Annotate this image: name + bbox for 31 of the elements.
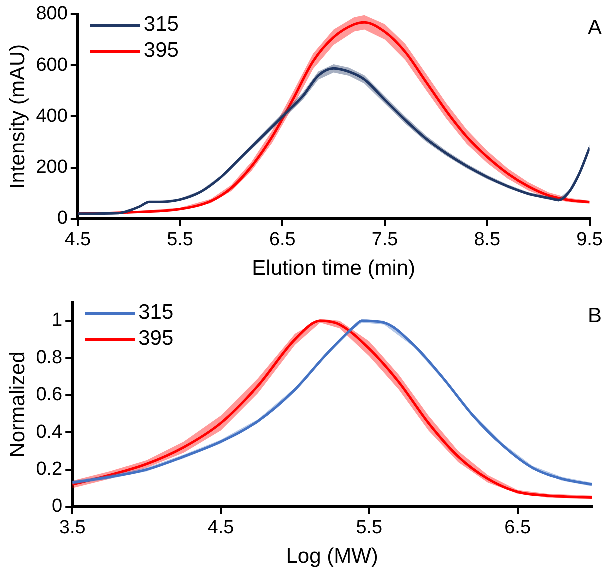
y-axis-title: Normalized xyxy=(6,352,30,458)
y-tick-label: 0 xyxy=(57,208,68,230)
x-tick-label: 5.5 xyxy=(167,230,194,251)
y-tick-label: 200 xyxy=(36,157,68,178)
x-tick-label: 6.5 xyxy=(504,518,532,539)
y-tick-label: 400 xyxy=(36,106,68,127)
y-tick-label: 0.8 xyxy=(36,347,63,368)
x-tick-label: 8.5 xyxy=(474,230,501,251)
legend-label: 315 xyxy=(138,300,174,326)
legend-label: 395 xyxy=(138,326,174,352)
y-tick-label: 0.6 xyxy=(36,384,63,406)
x-tick-label: 5.5 xyxy=(356,518,383,539)
y-tick-label: 0.2 xyxy=(36,459,63,480)
x-tick-label: 3.5 xyxy=(59,518,86,539)
legend-label: 395 xyxy=(144,38,179,64)
annotation: B xyxy=(588,304,602,328)
y-tick-label: 1 xyxy=(52,310,63,332)
x-tick-label: 7.5 xyxy=(372,230,398,251)
x-axis-title: Log (MW) xyxy=(286,545,378,568)
legend-label: 315 xyxy=(144,12,179,38)
x-tick-label: 4.5 xyxy=(208,518,234,539)
y-tick-label: 0 xyxy=(52,496,63,518)
annotation: A xyxy=(588,16,602,40)
x-tick-label: 6.5 xyxy=(269,230,296,251)
x-tick-label: 9.5 xyxy=(576,230,604,251)
y-tick-label: 0.4 xyxy=(36,422,64,443)
x-tick-label: 4.5 xyxy=(64,230,92,251)
x-axis-title: Elution time (min) xyxy=(252,257,416,280)
y-tick-label: 600 xyxy=(36,54,68,76)
y-axis-title: Intensity (mAU) xyxy=(6,44,30,190)
y-tick-label: 800 xyxy=(36,4,68,25)
